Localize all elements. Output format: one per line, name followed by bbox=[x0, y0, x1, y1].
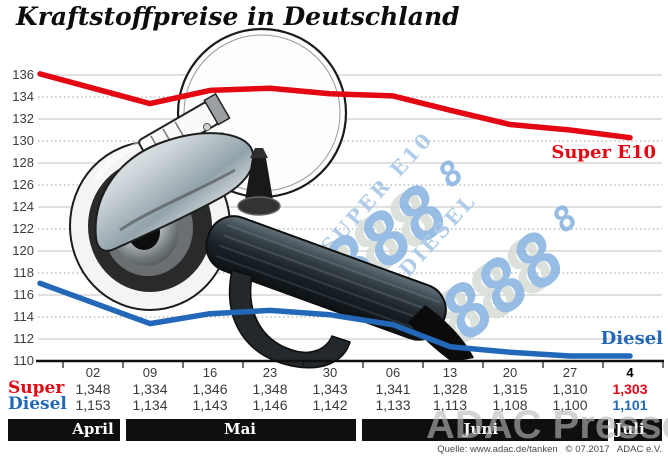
date-cell: 09 bbox=[142, 365, 158, 380]
date-cell: 06 bbox=[385, 365, 401, 380]
y-axis-tick-label: 124 bbox=[12, 199, 34, 214]
super-value-cell: 1,348 bbox=[75, 381, 111, 397]
month-label-april: April bbox=[72, 420, 114, 438]
page-title: Kraftstoffpreise in Deutschland bbox=[16, 2, 460, 31]
series-label-diesel: Diesel bbox=[600, 328, 663, 349]
diesel-value-cell: 1,142 bbox=[312, 397, 348, 413]
super-value-cell: 1,346 bbox=[192, 381, 228, 397]
month-bar-juni bbox=[362, 419, 608, 441]
y-axis-tick-label: 136 bbox=[12, 67, 34, 82]
y-axis-tick-label: 134 bbox=[12, 89, 34, 104]
x-axis bbox=[36, 359, 664, 368]
y-axis-tick-label: 110 bbox=[13, 353, 34, 368]
table-row-label-super: Super bbox=[8, 378, 65, 398]
line-diesel bbox=[37, 280, 633, 359]
y-axis-tick-label: 132 bbox=[12, 111, 34, 126]
diesel-value-cell: 1,134 bbox=[132, 397, 168, 413]
month-label-juli: Juli bbox=[615, 420, 645, 438]
date-cell: 27 bbox=[562, 365, 578, 380]
super-value-cell: 1,334 bbox=[132, 381, 168, 397]
diesel-value-cell: 1,146 bbox=[252, 397, 288, 413]
fuel-nozzle-illustration bbox=[69, 27, 474, 369]
y-axis-tick-label: 128 bbox=[12, 155, 34, 170]
month-label-juni: Juni bbox=[463, 420, 499, 438]
super-value-cell: 1,348 bbox=[252, 381, 288, 397]
date-cell: 02 bbox=[85, 365, 101, 380]
date-cell: 20 bbox=[502, 365, 518, 380]
super-value-cell: 1,303 bbox=[612, 381, 648, 397]
date-cell: 16 bbox=[202, 365, 218, 380]
super-value-cell: 1,328 bbox=[432, 381, 468, 397]
y-axis-tick-label: 122 bbox=[12, 221, 34, 236]
date-cell: 13 bbox=[442, 365, 458, 380]
adac-presse-watermark: ADAC Presse bbox=[426, 403, 668, 447]
y-axis-tick-label: 120 bbox=[12, 243, 34, 258]
month-bar-april bbox=[8, 419, 120, 441]
diesel-value-cell: 1,100 bbox=[552, 397, 588, 413]
line-super bbox=[37, 71, 633, 141]
date-cell: 30 bbox=[322, 365, 338, 380]
y-axis-tick-label: 116 bbox=[13, 287, 34, 302]
date-cell: 4 bbox=[626, 365, 634, 380]
date-cell: 23 bbox=[262, 365, 278, 380]
display-diesel-decimal: 8 bbox=[547, 196, 583, 243]
super-value-cell: 1,341 bbox=[375, 381, 411, 397]
y-axis-tick-label: 126 bbox=[12, 177, 34, 192]
super-value-cell: 1,310 bbox=[552, 381, 588, 397]
source-note: Quelle: www.adac.de/tanken © 07.2017 ADA… bbox=[437, 444, 662, 455]
y-axis-tick-label: 130 bbox=[12, 133, 34, 148]
y-axis-tick-label: 112 bbox=[13, 331, 34, 346]
y-axis-tick-label: 114 bbox=[13, 309, 34, 324]
diesel-value-cell: 1,143 bbox=[192, 397, 228, 413]
diesel-value-cell: 1,101 bbox=[612, 397, 648, 413]
series-label-super-e10: Super E10 bbox=[551, 142, 656, 163]
table-row-label-diesel: Diesel bbox=[8, 394, 67, 414]
month-bar-mai bbox=[126, 419, 356, 441]
diesel-value-cell: 1,153 bbox=[75, 397, 111, 413]
diesel-value-cell: 1,133 bbox=[375, 397, 411, 413]
super-value-cell: 1,343 bbox=[312, 381, 348, 397]
diesel-value-cell: 1,108 bbox=[492, 397, 528, 413]
month-bar-juli bbox=[614, 419, 662, 441]
data-lines bbox=[37, 71, 633, 359]
diesel-value-cell: 1,113 bbox=[433, 397, 467, 413]
y-axis-tick-label: 118 bbox=[13, 265, 34, 280]
super-value-cell: 1,315 bbox=[492, 381, 528, 397]
month-label-mai: Mai bbox=[223, 420, 257, 438]
